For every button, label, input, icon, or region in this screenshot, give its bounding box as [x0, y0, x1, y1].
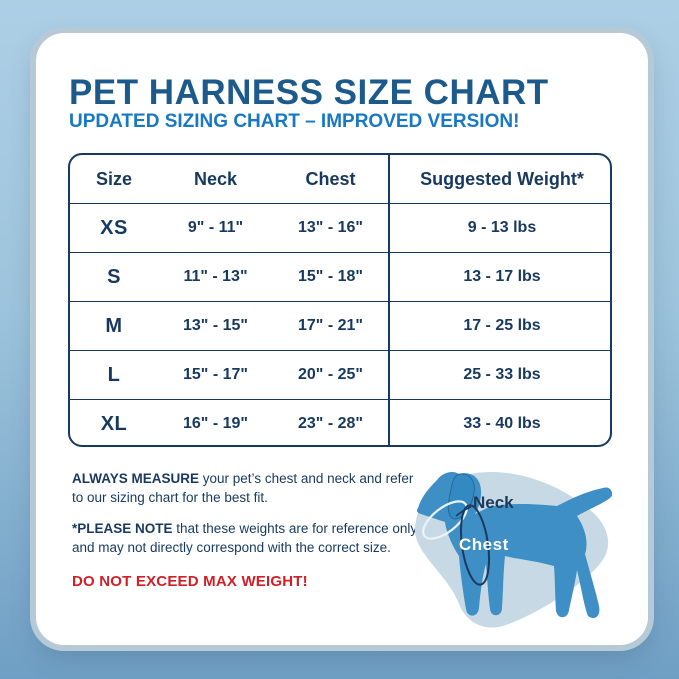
cell-weight: 17 - 25 lbs — [388, 301, 610, 351]
table-row-xl: XL 16" - 19" 23" - 28" 33 - 40 lbs — [70, 399, 610, 445]
chest-measure-ring — [459, 504, 491, 586]
table-row-s: S 11" - 13" 15" - 18" 13 - 17 lbs — [70, 252, 610, 302]
chest-label: Chest — [459, 535, 509, 554]
col-header-size: Size — [95, 168, 133, 189]
size-table: Size Neck Chest Suggested Weight* XS 9" … — [68, 153, 612, 447]
note-measure-lead: ALWAYS MEASURE — [72, 471, 200, 486]
note-please-text: that these weights are for reference onl… — [72, 521, 418, 555]
table-row-xs: XS 9" - 11" 13" - 16" 9 - 13 lbs — [70, 203, 610, 253]
cell-size: M — [70, 301, 158, 351]
cell-chest: 20" - 25" — [273, 350, 389, 400]
note-please: *PLEASE NOTE that these weights are for … — [72, 519, 424, 557]
dog-measurement-figure: Neck Chest — [405, 458, 625, 633]
page-title: PET HARNESS SIZE CHART — [69, 73, 549, 112]
col-header-chest: Chest — [305, 168, 356, 189]
page-subtitle: UPDATED SIZING CHART – IMPROVED VERSION! — [69, 111, 520, 132]
cell-chest: 15" - 18" — [273, 252, 389, 302]
cell-neck: 11" - 13" — [158, 252, 273, 302]
cell-chest: 17" - 21" — [273, 301, 389, 351]
cell-weight: 13 - 17 lbs — [388, 252, 610, 302]
note-measure: ALWAYS MEASURE your pet’s chest and neck… — [72, 469, 424, 507]
cell-size: S — [70, 252, 158, 302]
cell-size: XS — [70, 203, 158, 253]
table-row-m: M 13" - 15" 17" - 21" 17 - 25 lbs — [70, 301, 610, 351]
notes-section: ALWAYS MEASURE your pet’s chest and neck… — [72, 469, 424, 591]
cell-chest: 13" - 16" — [273, 203, 389, 253]
neck-measure-ring — [422, 500, 468, 540]
cell-neck: 15" - 17" — [158, 350, 273, 400]
chart-card: PET HARNESS SIZE CHART UPDATED SIZING CH… — [36, 33, 648, 645]
cell-size: L — [70, 350, 158, 400]
cell-chest: 23" - 28" — [273, 399, 389, 445]
neck-label: Neck — [473, 493, 514, 512]
col-header-weight: Suggested Weight* — [388, 155, 610, 204]
cell-neck: 16" - 19" — [158, 399, 273, 445]
note-please-lead: *PLEASE NOTE — [72, 521, 173, 536]
cell-weight: 25 - 33 lbs — [388, 350, 610, 400]
neck-pointer-line — [455, 506, 472, 517]
col-header-neck: Neck — [193, 168, 238, 189]
cell-size: XL — [70, 399, 158, 445]
note-measure-text: your pet’s chest and neck and refer to o… — [72, 471, 414, 505]
table-row-l: L 15" - 17" 20" - 25" 25 - 33 lbs — [70, 350, 610, 400]
cell-weight: 9 - 13 lbs — [388, 203, 610, 253]
cell-neck: 13" - 15" — [158, 301, 273, 351]
cell-neck: 9" - 11" — [158, 203, 273, 253]
warning-text: DO NOT EXCEED MAX WEIGHT! — [72, 573, 308, 590]
cell-weight: 33 - 40 lbs — [388, 399, 610, 445]
table-header-row: Size Neck Chest Suggested Weight* — [70, 155, 610, 204]
dog-illustration — [415, 472, 613, 628]
